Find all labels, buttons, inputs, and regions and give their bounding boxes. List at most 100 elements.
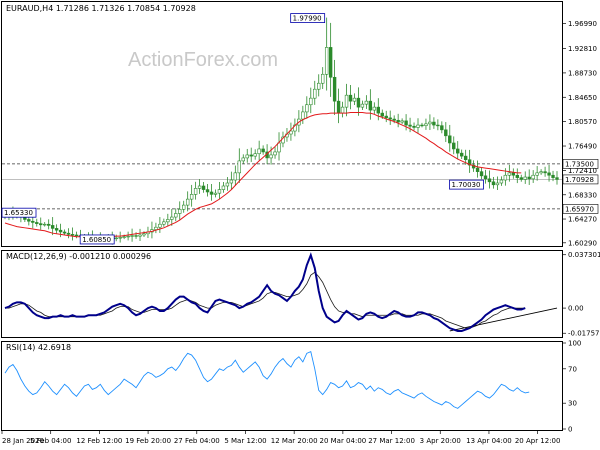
candle-body: [50, 225, 55, 229]
price-panel: EURAUD,H4 1.71286 1.71326 1.70854 1.7092…: [1, 1, 563, 247]
time-tick-label: 27 Feb 04:00: [174, 437, 220, 445]
candle-body: [368, 100, 373, 111]
candle-body: [189, 194, 194, 200]
candle-body: [162, 221, 166, 225]
candle-body: [404, 120, 408, 126]
macd-y-tick-label: -0.017577: [568, 330, 600, 338]
candle-body: [289, 130, 293, 135]
candle-body: [499, 179, 504, 184]
candle-body: [138, 234, 142, 237]
candle-body: [388, 117, 392, 120]
candle-body: [313, 88, 317, 99]
price-y-tick-label: 1.72410: [568, 167, 597, 175]
candle-body: [217, 189, 222, 194]
candle-body: [475, 167, 480, 172]
macd-line: [4, 252, 526, 332]
candle-body: [535, 172, 539, 176]
watermark: ActionForex.com: [128, 49, 278, 71]
candle-body: [503, 174, 508, 181]
candle-body: [170, 216, 174, 220]
time-tick-label: 5 Feb 04:00: [30, 437, 71, 445]
candle-body: [185, 198, 190, 206]
candle-body: [35, 222, 39, 224]
candle-body: [531, 174, 535, 180]
level-price-label: 1.65970: [565, 205, 594, 213]
candle-body: [269, 154, 273, 159]
price-y-tick-label: 1.84650: [568, 94, 597, 102]
current-price-box: [562, 174, 599, 185]
price-annotation-box: [290, 13, 326, 23]
candle-body: [328, 47, 333, 78]
candle-body: [261, 148, 265, 153]
macd-y-tick-label: 0.00: [568, 305, 584, 313]
candle-body: [39, 223, 43, 226]
price-y-tick-label: 1.92810: [568, 45, 597, 53]
candle-body: [483, 175, 488, 180]
candle-body: [241, 157, 245, 162]
price-y-tick-label: 1.64270: [568, 216, 597, 224]
candle-body: [452, 142, 456, 150]
candle-body: [174, 213, 178, 218]
candle-body: [519, 177, 523, 180]
price-y-tick-label: 1.96990: [568, 20, 597, 28]
candle-body: [364, 100, 369, 105]
price-y-tick-label: 1.60290: [568, 239, 597, 247]
candle-body: [324, 47, 329, 75]
candle-body: [376, 106, 380, 114]
candle-body: [495, 182, 500, 186]
candle-body: [428, 121, 432, 125]
candle-body: [348, 94, 353, 102]
candle-body: [249, 154, 253, 157]
candle-body: [253, 153, 257, 157]
candle-body: [166, 219, 170, 223]
candle-body: [432, 121, 436, 126]
current-price-label: 1.70928: [565, 176, 594, 184]
candle-body: [66, 232, 71, 235]
price-annotation-box: [1, 207, 37, 218]
candle-body: [197, 185, 202, 189]
candle-body: [336, 100, 341, 114]
price-y-tick-label: 1.88730: [568, 69, 597, 77]
candle-body: [233, 172, 238, 181]
candle-body: [400, 120, 404, 123]
candle-body: [154, 226, 158, 230]
time-tick-label: 19 Feb 20:00: [125, 437, 171, 445]
level-price-label: 1.73500: [565, 160, 594, 168]
candle-body: [539, 171, 543, 174]
macd-panel-frame: [1, 250, 563, 338]
time-tick-label: 20 Apr 12:00: [515, 437, 561, 445]
candle-body: [543, 171, 547, 174]
time-tick-label: 5 Mar 12:00: [224, 437, 266, 445]
candle-body: [46, 223, 51, 226]
rsi-panel-frame: [1, 341, 563, 431]
candle-body: [479, 171, 484, 177]
candle-body: [209, 191, 214, 195]
candle-body: [507, 172, 512, 176]
candle-body: [134, 235, 138, 237]
candle-body: [487, 178, 492, 183]
candle-body: [380, 112, 384, 117]
price-annotation-label: 1.70030: [452, 181, 481, 189]
time-tick-label: 12 Mar 20:00: [271, 437, 318, 445]
rsi-panel: RSI(14) 42.6918: [1, 341, 563, 431]
macd-panel: MACD(12,26,9) -0.001210 0.000296: [1, 250, 563, 338]
candle-body: [309, 97, 313, 106]
candle-body: [320, 73, 325, 84]
price-panel-frame: [1, 1, 563, 247]
candle-body: [420, 124, 424, 127]
price-y-tick-label: 1.68330: [568, 191, 597, 199]
candle-body: [491, 181, 496, 186]
rsi-y-tick-label: 0: [568, 426, 572, 434]
candle-body: [122, 236, 126, 238]
candle-body: [205, 189, 210, 193]
macd-header: MACD(12,26,9) -0.001210 0.000296: [6, 252, 151, 261]
candle-body: [178, 208, 182, 214]
candle-body: [467, 159, 472, 166]
candle-body: [551, 174, 555, 178]
price-annotation-label: 1.60850: [82, 236, 111, 244]
rsi-y-axis: 100 70 30 0: [562, 340, 581, 434]
price-annotation-box: [79, 234, 115, 245]
candle-body: [305, 104, 309, 113]
